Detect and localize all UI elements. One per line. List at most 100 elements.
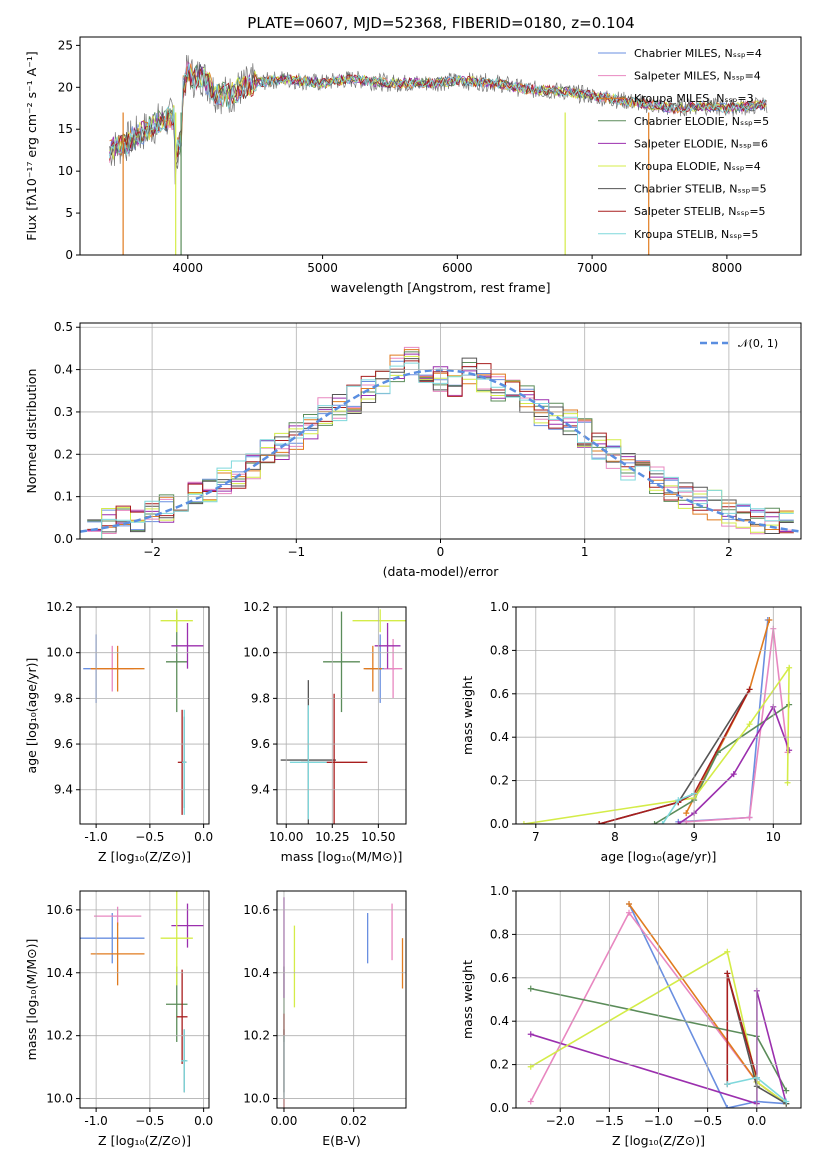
error-point bbox=[363, 645, 383, 692]
y-tick-label: 5 bbox=[65, 206, 73, 220]
y-tick-label: 9.4 bbox=[54, 783, 73, 797]
y-tick-label: 10.2 bbox=[46, 1029, 73, 1043]
weight-series-line bbox=[686, 628, 789, 823]
weight-point-marker bbox=[786, 664, 793, 671]
weight-point-marker bbox=[527, 1098, 534, 1105]
y-tick-label: 0.0 bbox=[490, 1101, 509, 1115]
y-tick-label: 0.2 bbox=[490, 1058, 509, 1072]
error-point bbox=[352, 609, 406, 633]
weight-point-marker bbox=[659, 821, 666, 824]
legend-label: Salpeter STELIB, Nₛₛₚ=5 bbox=[634, 205, 766, 218]
x-tick-label: −0.5 bbox=[135, 830, 164, 844]
y-tick-label: 9.6 bbox=[54, 737, 73, 751]
y-tick-label: 1.0 bbox=[490, 884, 509, 898]
x-tick-label: 10 bbox=[766, 830, 781, 844]
y-tick-label: 10.4 bbox=[243, 966, 270, 980]
y-tick-label: 10.2 bbox=[46, 600, 73, 614]
y-tick-label: 0.6 bbox=[490, 687, 509, 701]
y-tick-label: 10.0 bbox=[46, 646, 73, 660]
error-point bbox=[160, 609, 193, 633]
y-axis-label: age [log₁₀(age/yr)] bbox=[24, 658, 39, 774]
weight-point-marker bbox=[596, 821, 603, 824]
chart-panels: 4000 5000 6000 7000 80000510152025wavelength… bbox=[24, 36, 802, 1148]
y-tick-label: 0.5 bbox=[54, 320, 73, 334]
plot-frame bbox=[276, 606, 407, 825]
weight-series-line bbox=[677, 704, 790, 824]
spectrum-plot bbox=[109, 54, 768, 255]
plot-frame bbox=[276, 890, 407, 1109]
weight_vs_age-axes: 7 8 9 10 0.0 0.2 0.4 0.6 0.8 1.0 age [log₁₀(age/yr… bbox=[460, 600, 802, 864]
weight-point-marker bbox=[724, 1105, 731, 1108]
y-tick-label: 0.0 bbox=[54, 532, 73, 546]
x-axis-label: Z [log₁₀(Z/Z⊙)] bbox=[98, 1133, 191, 1148]
x-tick-label: 8000 bbox=[712, 261, 743, 275]
plot-frame bbox=[515, 606, 802, 825]
legend-label: Chabrier MILES, Nₛₛₚ=4 bbox=[634, 47, 762, 60]
x-axis-label: Z [log₁₀(Z/Z⊙)] bbox=[612, 1133, 705, 1148]
spectrum-axes: 4000 5000 6000 7000 8000 0 5 10 15 20 25 wavelength… bbox=[24, 36, 802, 295]
y-tick-label: 9.6 bbox=[251, 737, 270, 751]
x-tick-label: 7 bbox=[532, 830, 540, 844]
x-axis-label: wavelength [Angstrom, rest frame] bbox=[330, 280, 550, 295]
weight-point-marker bbox=[724, 1081, 731, 1088]
weight-point-marker bbox=[675, 821, 682, 824]
weight-point-marker bbox=[766, 617, 773, 624]
x-tick-label: −1.5 bbox=[595, 1114, 624, 1128]
weight-point-marker bbox=[724, 948, 731, 955]
weight-point-marker bbox=[527, 1031, 534, 1038]
y-tick-label: 0.4 bbox=[490, 1014, 509, 1028]
plot-frame bbox=[79, 36, 802, 256]
legend-label: 𝒩(0, 1) bbox=[738, 337, 778, 350]
weight-point-marker bbox=[730, 771, 737, 778]
x-tick-label: 0.0 bbox=[747, 1114, 766, 1128]
y-tick-label: 1.0 bbox=[490, 600, 509, 614]
legend-label: Chabrier ELODIE, Nₛₛₚ=5 bbox=[634, 115, 769, 128]
figure-title: PLATE=0607, MJD=52368, FIBERID=0180, z=0… bbox=[247, 14, 634, 32]
y-tick-label: 10.6 bbox=[46, 903, 73, 917]
x-axis-label: (data-model)/error bbox=[383, 564, 500, 579]
weight-point-marker bbox=[683, 810, 690, 817]
y-tick-label: 20 bbox=[58, 80, 73, 94]
plot-frame bbox=[79, 890, 210, 1109]
legend-label: Kroupa STELIB, Nₛₛₚ=5 bbox=[634, 228, 758, 241]
y-tick-label: 0.2 bbox=[54, 447, 73, 461]
y-axis-label: Flux [fλ10⁻¹⁷ erg cm⁻² s⁻¹ A⁻¹] bbox=[24, 51, 39, 240]
weight_vs_Z-axes: −2.0 −1.5 −1.0 −0.5 0.0 0.0 0.2 0.4 0.6 0.8 1.0 Z [… bbox=[460, 884, 802, 1148]
x-tick-label: -1.0 bbox=[84, 830, 107, 844]
x-axis-label: Z [log₁₀(Z/Z⊙)] bbox=[98, 849, 191, 864]
age_vs_mass-plot bbox=[280, 609, 406, 824]
error-point bbox=[374, 622, 401, 669]
weight-point-marker bbox=[651, 821, 658, 824]
weight-point-marker bbox=[746, 721, 753, 728]
y-tick-label: 0.1 bbox=[54, 490, 73, 504]
x-tick-label: 7000 bbox=[577, 261, 608, 275]
age_vs_Z-axes: -1.0 −0.5 0.0 9.4 9.6 9.8 10.0 10.2 Z [log₁₀(Z/Z… bbox=[24, 600, 213, 864]
weight-series-line bbox=[654, 703, 790, 824]
error-point bbox=[90, 645, 145, 692]
residual-legend: 𝒩(0, 1) bbox=[700, 337, 778, 350]
x-axis-label: age [log₁₀(age/yr)] bbox=[601, 849, 717, 864]
x-tick-label: 0.0 bbox=[194, 1114, 213, 1128]
x-tick-label: 0 bbox=[437, 545, 445, 559]
error-point bbox=[160, 891, 193, 986]
weight-point-marker bbox=[786, 747, 793, 754]
x-tick-label: −1 bbox=[287, 545, 305, 559]
x-tick-label: 2 bbox=[725, 545, 733, 559]
y-tick-label: 10 bbox=[58, 164, 73, 178]
weight-point-marker bbox=[675, 797, 682, 804]
error-point bbox=[323, 611, 360, 713]
error-point bbox=[80, 913, 145, 964]
weight-series-line bbox=[628, 903, 787, 1108]
y-tick-label: 10.0 bbox=[243, 646, 270, 660]
y-axis-label: mass weight bbox=[460, 676, 475, 755]
x-axis-label: E(B-V) bbox=[322, 1133, 361, 1148]
x-tick-label: 10.25 bbox=[315, 830, 349, 844]
y-axis-label: mass [log₁₀(M/M⊙)] bbox=[24, 939, 39, 1061]
weight-point-marker bbox=[746, 686, 753, 693]
legend-label: Kroupa MILES, Nₛₛₚ=3 bbox=[634, 92, 754, 105]
error-point bbox=[181, 1029, 188, 1093]
x-tick-label: 0.00 bbox=[271, 1114, 298, 1128]
x-tick-label: -1.0 bbox=[84, 1114, 107, 1128]
legend-label: Chabrier STELIB, Nₛₛₚ=5 bbox=[634, 183, 767, 196]
